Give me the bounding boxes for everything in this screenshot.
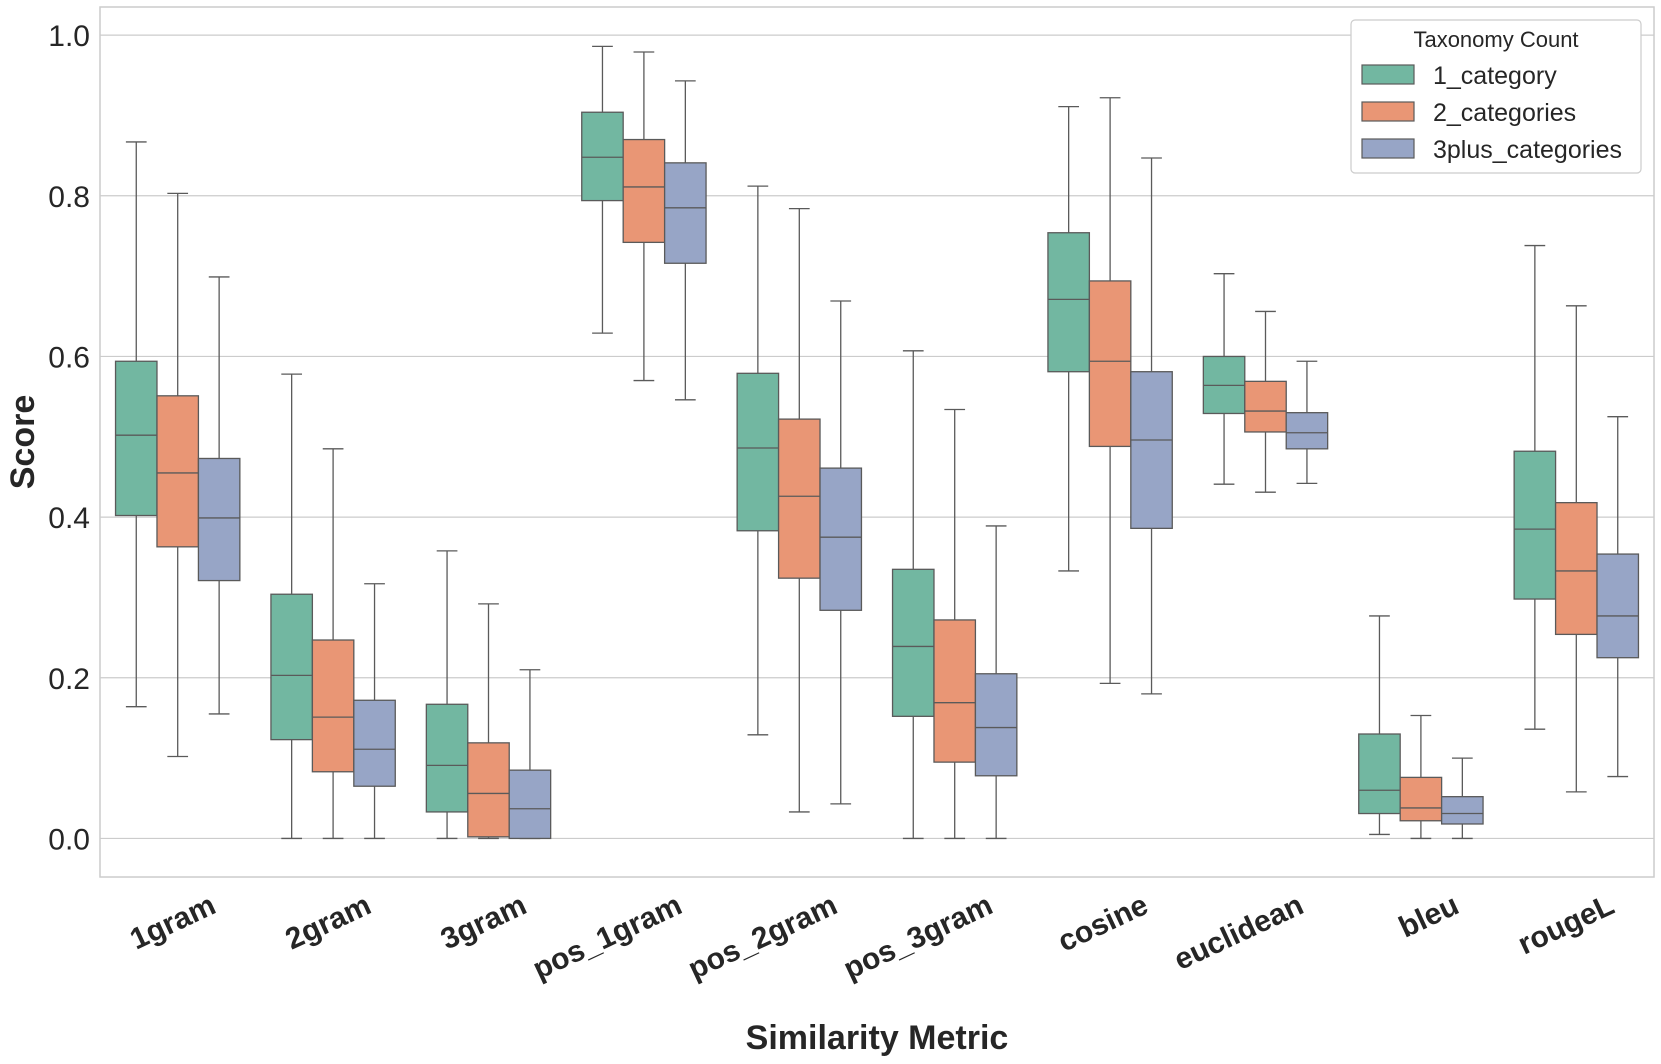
- box-iqr: [581, 111, 624, 202]
- box-iqr: [156, 395, 200, 548]
- y-tick-label: 0.6: [48, 341, 90, 374]
- x-tick-label: euclidean: [1169, 888, 1308, 976]
- box-1_category-3gram: [425, 550, 469, 840]
- box-1_category-2gram: [270, 373, 314, 840]
- box-iqr: [663, 162, 707, 264]
- y-tick-label: 0.2: [48, 663, 90, 696]
- box-iqr: [1440, 796, 1484, 825]
- box-iqr: [974, 673, 1018, 777]
- box-iqr: [736, 372, 780, 532]
- box-1_category-pos_1gram: [581, 45, 624, 334]
- box-iqr: [1554, 502, 1598, 636]
- box-iqr: [311, 639, 355, 773]
- box-2_categories-pos_2gram: [777, 207, 821, 813]
- legend-label: 1_category: [1433, 62, 1557, 90]
- x-tick-label: cosine: [1053, 888, 1153, 958]
- legend-label: 2_categories: [1433, 99, 1576, 127]
- y-tick-label: 0.4: [48, 502, 90, 535]
- legend-swatch: [1361, 101, 1415, 122]
- box-3plus_categories-cosine: [1130, 157, 1173, 695]
- box-iqr: [1596, 553, 1640, 659]
- legend-swatch: [1361, 138, 1415, 159]
- legend-label: 3plus_categories: [1433, 136, 1622, 164]
- box-iqr: [933, 619, 977, 763]
- box-iqr: [353, 699, 396, 787]
- box-3plus_categories-pos_3gram: [974, 525, 1018, 840]
- x-tick-label: bleu: [1394, 888, 1464, 944]
- box-iqr: [114, 360, 158, 517]
- box-iqr: [819, 467, 863, 611]
- box-iqr: [1358, 733, 1401, 815]
- box-iqr: [1244, 380, 1287, 433]
- box-2_categories-2gram: [311, 448, 355, 840]
- x-tick-label: pos_3gram: [839, 888, 998, 986]
- box-3plus_categories-1gram: [197, 276, 241, 715]
- box-iqr: [1285, 412, 1329, 450]
- x-axis-title: Similarity Metric: [746, 1019, 1009, 1057]
- x-tick-labels: 1gram 2gram 3grampos_1grampos_2grampos_3gr…: [125, 888, 1619, 986]
- box-1_category-rougeL: [1513, 244, 1557, 730]
- x-tick-label: pos_1gram: [528, 888, 687, 986]
- x-tick-label: pos_2gram: [683, 888, 842, 986]
- box-3plus_categories-rougeL: [1596, 416, 1640, 778]
- box-3plus_categories-euclidean: [1285, 360, 1329, 485]
- box-iqr: [1130, 371, 1173, 530]
- box-3plus_categories-pos_1gram: [663, 80, 707, 401]
- box-iqr: [891, 568, 935, 717]
- box-2_categories-3gram: [467, 603, 510, 840]
- box-iqr: [1399, 776, 1443, 822]
- box-2_categories-bleu: [1399, 714, 1443, 840]
- box-1_category-pos_3gram: [891, 350, 935, 840]
- legend-title: Taxonomy Count: [1413, 27, 1578, 52]
- y-axis-title: Score: [4, 395, 42, 490]
- box-2_categories-rougeL: [1554, 305, 1598, 793]
- box-1_category-bleu: [1358, 615, 1401, 836]
- legend-swatch: [1361, 64, 1415, 85]
- box-2_categories-pos_1gram: [622, 51, 666, 382]
- box-1_category-1gram: [114, 141, 158, 708]
- box-3plus_categories-bleu: [1440, 757, 1484, 840]
- box-iqr: [622, 138, 666, 244]
- box-3plus_categories-2gram: [353, 583, 396, 840]
- x-tick-label: 2gram: [281, 888, 377, 956]
- box-1_category-pos_2gram: [736, 185, 780, 736]
- y-tick-labels: 0.0 0.2 0.4 0.6 0.8 1.0: [48, 20, 90, 856]
- y-tick-label: 0.8: [48, 181, 90, 214]
- box-iqr: [1513, 450, 1557, 600]
- box-3plus_categories-3gram: [508, 669, 552, 840]
- box-2_categories-1gram: [156, 192, 200, 758]
- x-tick-label: 3gram: [436, 888, 532, 956]
- x-tick-label: 1gram: [125, 888, 221, 956]
- box-iqr: [197, 457, 241, 582]
- box-iqr: [777, 418, 821, 579]
- legend-frame: [1350, 19, 1642, 174]
- x-tick-label: rougeL: [1513, 888, 1619, 961]
- box-2_categories-cosine: [1088, 97, 1132, 685]
- boxes: [114, 45, 1640, 840]
- box-iqr: [270, 593, 314, 741]
- box-1_category-cosine: [1047, 105, 1091, 572]
- box-2_categories-pos_3gram: [933, 408, 977, 840]
- box-iqr: [1047, 232, 1091, 373]
- box-1_category-euclidean: [1202, 273, 1246, 485]
- box-iqr: [1088, 280, 1132, 448]
- box-2_categories-euclidean: [1244, 310, 1287, 493]
- box-iqr: [508, 769, 552, 840]
- legend: Taxonomy Count 1_category 2_categories 3pl…: [1350, 19, 1642, 174]
- y-tick-label: 0.0: [48, 823, 90, 856]
- box-iqr: [467, 742, 510, 838]
- box-3plus_categories-pos_2gram: [819, 300, 863, 805]
- y-tick-label: 1.0: [48, 20, 90, 53]
- box-iqr: [425, 703, 469, 813]
- legend-entries: 1_category 2_categories 3plus_categories: [1361, 62, 1622, 164]
